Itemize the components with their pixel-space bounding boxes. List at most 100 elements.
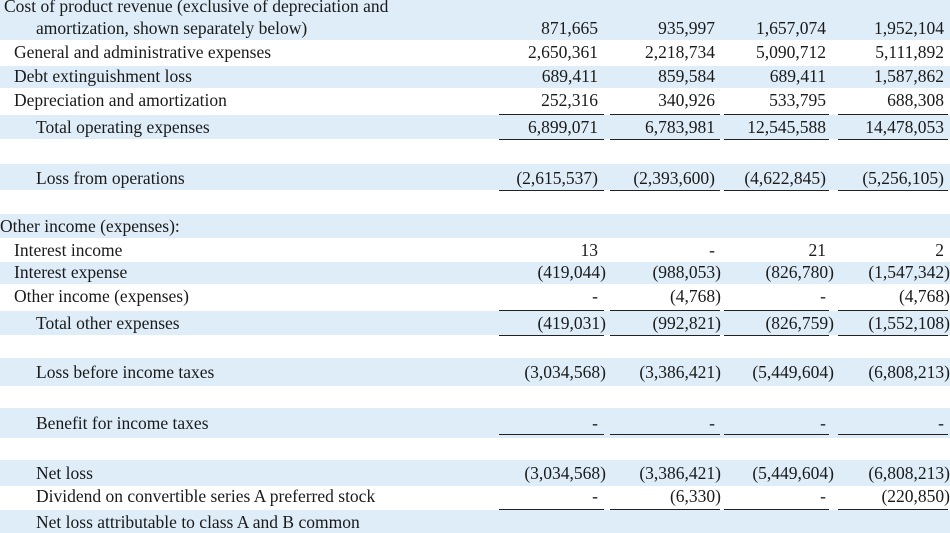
value-col-3: 5,090,712: [756, 42, 826, 62]
row-loss-before-income-taxes: Loss before income taxes (3,034,568) (3,…: [0, 358, 950, 386]
value-col-4: (4,768): [898, 286, 950, 306]
row-interest-income: Interest income 13 - 21 2: [0, 240, 950, 262]
row-interest-expense: Interest expense (419,044) (988,053) (82…: [0, 262, 950, 284]
value-col-1: -: [592, 413, 598, 433]
row-net-loss-attributable: Net loss attributable to class A and B c…: [0, 510, 950, 533]
value-col-3: -: [820, 413, 826, 433]
row-label: Interest expense: [14, 262, 128, 282]
row-label: Dividend on convertible series A preferr…: [36, 486, 376, 506]
value-col-1: 871,665: [541, 18, 598, 38]
dividend-rule-4: [838, 509, 948, 510]
other-total-rule-1: [499, 335, 604, 336]
row-loss-from-operations: Loss from operations (2,615,537) (2,393,…: [0, 164, 950, 190]
value-col-4: (5,256,105): [862, 168, 944, 188]
loss-ops-rule-3: [724, 190, 829, 191]
row-label: Interest income: [14, 240, 123, 260]
other-total-rule-3: [724, 335, 829, 336]
value-col-1: (419,031): [537, 313, 606, 333]
value-col-4: 2: [935, 240, 944, 260]
value-col-4: 1,952,104: [874, 18, 944, 38]
value-col-1: (2,615,537): [516, 168, 598, 188]
row-net-loss: Net loss (3,034,568) (3,386,421) (5,449,…: [0, 460, 950, 486]
value-col-1: 689,411: [541, 66, 598, 86]
value-col-3: (826,759): [765, 313, 834, 333]
section-heading: Other income (expenses):: [0, 216, 180, 236]
value-col-2: (988,053): [652, 262, 721, 282]
row-other-income-expenses: Other income (expenses) - (4,768) - (4,7…: [0, 286, 950, 308]
benefit-rule-3: [724, 434, 829, 435]
dividend-rule-3: [724, 509, 829, 510]
row-dividend-preferred: Dividend on convertible series A preferr…: [0, 486, 950, 508]
value-col-3: (826,780): [765, 262, 834, 282]
row-label: Cost of product revenue (exclusive of de…: [4, 0, 389, 16]
row-label: Depreciation and amortization: [14, 90, 227, 110]
value-col-3: -: [820, 286, 826, 306]
value-col-4: (6,808,213): [868, 463, 950, 483]
other-subtotal-rule-4: [838, 310, 948, 311]
value-col-2: (3,386,421): [639, 463, 721, 483]
other-total-rule-2: [610, 335, 720, 336]
row-label: General and administrative expenses: [14, 42, 272, 62]
value-col-2: (3,386,421): [639, 362, 721, 382]
row-other-income-header: Other income (expenses):: [0, 214, 950, 238]
value-col-3: (5,449,604): [752, 362, 834, 382]
value-col-3: 21: [808, 240, 827, 260]
value-col-3: 12,545,588: [747, 117, 826, 137]
loss-ops-rule-4: [838, 190, 948, 191]
value-col-1: 252,316: [541, 90, 598, 110]
row-label: Net loss attributable to class A and B c…: [36, 512, 360, 532]
value-col-3: 689,411: [769, 66, 826, 86]
value-col-4: 14,478,053: [865, 117, 944, 137]
total-rule-4: [838, 139, 948, 140]
row-benefit-for-income-taxes: Benefit for income taxes - - - -: [0, 408, 950, 438]
value-col-3: -: [820, 486, 826, 506]
other-total-rule-4: [838, 335, 948, 336]
value-col-4: 5,111,892: [875, 42, 944, 62]
other-subtotal-rule-3: [724, 310, 829, 311]
row-label: Other income (expenses): [14, 286, 189, 306]
value-col-1: 2,650,361: [528, 42, 598, 62]
value-col-2: (6,330): [669, 486, 721, 506]
row-label-continued: amortization, shown separately below): [36, 18, 308, 38]
value-col-3: (4,622,845): [744, 168, 826, 188]
value-col-4: (1,552,108): [868, 313, 950, 333]
value-col-2: (4,768): [669, 286, 721, 306]
other-subtotal-rule-1: [499, 310, 604, 311]
benefit-rule-2: [610, 434, 720, 435]
value-col-4: 688,308: [887, 90, 944, 110]
value-col-3: 533,795: [769, 90, 826, 110]
value-col-1: -: [592, 486, 598, 506]
loss-ops-rule-2: [610, 190, 720, 191]
value-col-1: (419,044): [537, 262, 606, 282]
benefit-rule-4: [838, 434, 948, 435]
value-col-1: -: [592, 286, 598, 306]
value-col-4: (1,547,342): [868, 262, 950, 282]
benefit-rule-1: [499, 434, 604, 435]
row-label: Total operating expenses: [36, 117, 210, 137]
total-rule-2: [610, 139, 720, 140]
value-col-1: 6,899,071: [528, 117, 598, 137]
value-col-2: 859,584: [658, 66, 715, 86]
subtotal-rule-2: [610, 114, 720, 115]
row-total-operating-expenses: Total operating expenses 6,899,071 6,783…: [0, 115, 950, 139]
value-col-1: (3,034,568): [524, 463, 606, 483]
row-cost-of-product-revenue: Cost of product revenue (exclusive of de…: [0, 0, 950, 40]
row-general-admin: General and administrative expenses 2,65…: [0, 42, 950, 64]
row-label: Net loss: [36, 463, 93, 483]
value-col-2: -: [709, 413, 715, 433]
value-col-3: (5,449,604): [752, 463, 834, 483]
row-label: Loss from operations: [36, 168, 185, 188]
dividend-rule-2: [610, 509, 720, 510]
loss-ops-rule-1: [499, 190, 604, 191]
value-col-3: 1,657,074: [756, 18, 826, 38]
value-col-4: (6,808,213): [868, 362, 950, 382]
value-col-2: 6,783,981: [645, 117, 715, 137]
row-depreciation: Depreciation and amortization 252,316 34…: [0, 90, 950, 112]
row-label: Loss before income taxes: [36, 362, 215, 382]
value-col-4: (220,850): [881, 486, 950, 506]
row-total-other-expenses: Total other expenses (419,031) (992,821)…: [0, 311, 950, 335]
subtotal-rule-4: [838, 114, 948, 115]
row-debt-extinguishment: Debt extinguishment loss 689,411 859,584…: [0, 66, 950, 88]
total-rule-3: [724, 139, 829, 140]
value-col-4: -: [938, 413, 944, 433]
